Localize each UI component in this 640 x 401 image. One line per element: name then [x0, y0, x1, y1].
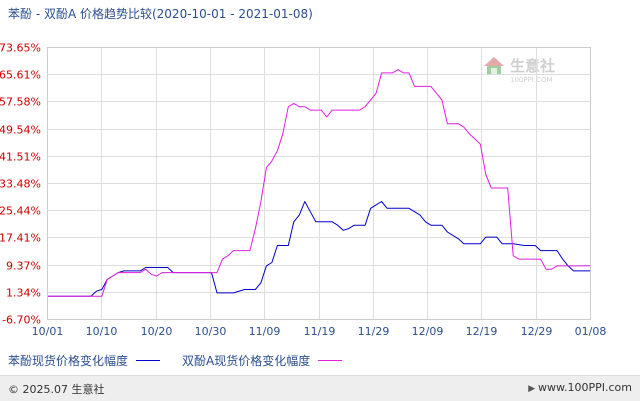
grid-lines [47, 47, 591, 320]
x-tick-label: 10/30 [195, 325, 227, 338]
y-tick-label: -6.70% [2, 314, 41, 327]
legend: 苯酚现货价格变化幅度 双酚A现货价格变化幅度 [8, 352, 364, 368]
y-tick-label: 1.34% [6, 287, 41, 300]
chart-title: 苯酚 - 双酚A 价格趋势比较(2020-10-01 - 2021-01-08) [8, 7, 313, 21]
x-tick-label: 11/19 [304, 325, 336, 338]
y-tick-label: 73.65% [0, 42, 41, 55]
y-tick-label: 17.41% [0, 232, 41, 245]
legend-line-bpa [318, 360, 343, 361]
x-axis: 10/01 10/10 10/20 10/30 11/09 11/19 11/29 12/09… [32, 325, 607, 338]
x-tick-label: 11/09 [249, 325, 281, 338]
series-line-phenol [47, 201, 590, 297]
arrow-right-icon: ▶ [528, 384, 539, 394]
series-line-bpa [47, 69, 590, 297]
house-logo-icon [484, 57, 504, 75]
footer-bar: © 2025.07 生意社 ▶ www.100PPI.com [0, 375, 640, 401]
x-tick-label: 10/10 [86, 325, 118, 338]
y-axis: 73.65% 65.61% 57.58% 49.54% 41.51% 33.48% 25.4… [0, 42, 41, 327]
legend-line-phenol [136, 360, 161, 361]
y-tick-label: 65.61% [0, 69, 41, 82]
watermark-cn: 生意社 [510, 57, 555, 75]
legend-label-bpa: 双酚A现货价格变化幅度 [182, 354, 311, 368]
y-tick-label: 33.48% [0, 178, 41, 191]
y-tick-label: 25.44% [0, 205, 41, 218]
watermark-logo: 生意社 100PPI.COM [484, 57, 555, 84]
series-lines [47, 69, 590, 297]
x-tick-label: 12/29 [521, 325, 553, 338]
x-tick-label: 10/20 [141, 325, 173, 338]
watermark-en: 100PPI.COM [510, 76, 553, 84]
x-tick-label: 10/01 [32, 325, 64, 338]
y-tick-label: 57.58% [0, 96, 41, 109]
y-tick-label: 41.51% [0, 151, 41, 164]
site-link[interactable]: ▶ www.100PPI.com [528, 381, 632, 394]
price-trend-chart: 生意社 100PPI.COM 73.65% 65.61% 57.58% 49.54% 4… [0, 42, 607, 339]
x-tick-label: 12/09 [412, 325, 444, 338]
x-tick-label: 12/19 [466, 325, 498, 338]
x-tick-label: 11/29 [358, 325, 390, 338]
site-url: www.100PPI.com [538, 381, 632, 394]
copyright-text: © 2025.07 生意社 [8, 383, 105, 396]
y-tick-label: 9.37% [6, 260, 41, 273]
x-tick-label: 01/08 [575, 325, 607, 338]
plot-area-frame [47, 47, 591, 320]
y-tick-label: 49.54% [0, 124, 41, 137]
legend-label-phenol: 苯酚现货价格变化幅度 [8, 354, 129, 368]
